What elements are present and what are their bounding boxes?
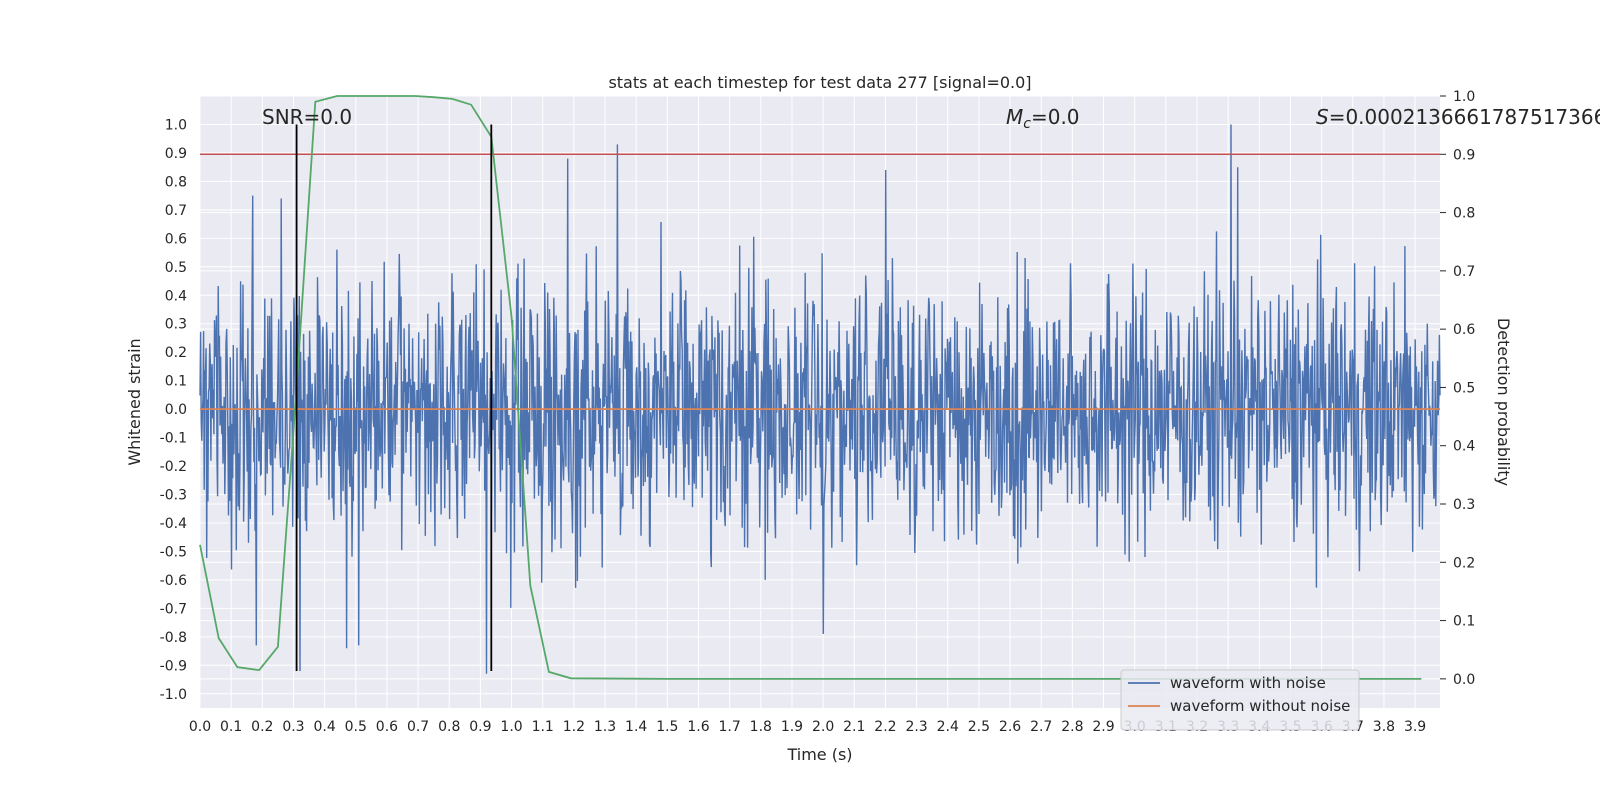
- y-tick-label: 0.2: [165, 345, 187, 361]
- y-tick-label: -1.0: [160, 687, 187, 703]
- y-tick-label: -0.9: [160, 658, 187, 674]
- x-tick-label: 1.7: [719, 719, 741, 735]
- y2-tick-label: 0.2: [1453, 555, 1475, 571]
- x-tick-label: 1.6: [687, 719, 709, 735]
- annotation-s: S=0.00021366617875173663: [1316, 105, 1600, 129]
- x-tick-label: 2.3: [905, 719, 927, 735]
- x-tick-label: 0.1: [220, 719, 242, 735]
- x-tick-label: 1.2: [563, 719, 585, 735]
- y-tick-label: -0.2: [160, 459, 187, 475]
- y2-tick-label: 1.0: [1453, 89, 1475, 105]
- annotation-chirp-mass-sub: c: [1023, 116, 1031, 132]
- x-tick-label: 0.3: [282, 719, 304, 735]
- y2-axis-ticks: 0.0 0.1 0.2 0.3 0.4 0.5 0.6 0.7 0.8 0.9 1.0: [1440, 89, 1475, 688]
- x-tick-label: 2.4: [937, 719, 959, 735]
- x-tick-label: 1.0: [500, 719, 522, 735]
- x-axis-label: Time (s): [786, 745, 852, 764]
- legend-label-noise: waveform with noise: [1170, 674, 1326, 692]
- x-tick-label: 0.8: [438, 719, 460, 735]
- x-tick-label: 3.9: [1404, 719, 1426, 735]
- x-tick-label: 2.2: [874, 719, 896, 735]
- x-tick-label: 2.9: [1092, 719, 1114, 735]
- annotation-chirp-mass-symbol: M: [1006, 105, 1023, 129]
- series-waveform-with-noise: [199, 124, 1441, 674]
- y2-tick-label: 0.1: [1453, 614, 1475, 630]
- y-tick-label: 0.0: [165, 402, 187, 418]
- x-tick-label: 0.6: [376, 719, 398, 735]
- y-tick-label: -0.5: [160, 544, 187, 560]
- x-tick-label: 2.1: [843, 719, 865, 735]
- y-tick-label: 0.9: [165, 146, 187, 162]
- waveform-with-noise-line: [199, 124, 1441, 674]
- x-tick-label: 1.1: [532, 719, 554, 735]
- x-tick-label: 3.8: [1373, 719, 1395, 735]
- y-tick-label: 0.1: [165, 374, 187, 390]
- chart-title: stats at each timestep for test data 277…: [608, 73, 1031, 92]
- y-tick-label: 0.7: [165, 203, 187, 219]
- x-tick-label: 0.4: [313, 719, 335, 735]
- annotation-s-value: =0.00021366617875173663: [1329, 105, 1600, 129]
- x-tick-label: 2.6: [999, 719, 1021, 735]
- x-tick-label: 0.2: [251, 719, 273, 735]
- y2-tick-label: 0.0: [1453, 672, 1475, 688]
- annotation-snr: SNR=0.0: [262, 105, 352, 129]
- x-tick-label: 1.5: [656, 719, 678, 735]
- x-tick-label: 2.8: [1061, 719, 1083, 735]
- y2-tick-label: 0.7: [1453, 264, 1475, 280]
- y-axis-label: Whitened strain: [125, 338, 144, 465]
- y-tick-label: -0.8: [160, 630, 187, 646]
- y-tick-label: 0.3: [165, 317, 187, 333]
- y-tick-label: 0.4: [165, 288, 187, 304]
- detection-probability-line: [199, 95, 1422, 680]
- x-tick-label: 0.9: [469, 719, 491, 735]
- x-tick-label: 0.0: [189, 719, 211, 735]
- x-tick-label: 2.7: [1030, 719, 1052, 735]
- y-tick-label: -0.1: [160, 431, 187, 447]
- y-tick-label: 0.5: [165, 260, 187, 276]
- series-detection-probability: [199, 95, 1422, 680]
- legend-label-no-noise: waveform without noise: [1170, 697, 1350, 715]
- y2-tick-label: 0.5: [1453, 380, 1475, 396]
- y2-tick-label: 0.8: [1453, 206, 1475, 222]
- y-tick-label: 0.6: [165, 231, 187, 247]
- legend-box: [1120, 669, 1360, 731]
- y-tick-label: 1.0: [165, 117, 187, 133]
- x-tick-label: 1.8: [750, 719, 772, 735]
- x-tick-label: 0.7: [407, 719, 429, 735]
- y2-tick-label: 0.6: [1453, 322, 1475, 338]
- y2-tick-label: 0.9: [1453, 147, 1475, 163]
- x-tick-label: 0.5: [345, 719, 367, 735]
- y2-tick-label: 0.3: [1453, 497, 1475, 513]
- y-tick-label: -0.4: [160, 516, 187, 532]
- x-tick-label: 2.5: [968, 719, 990, 735]
- legend: waveform with noise waveform without noi…: [1120, 669, 1360, 731]
- annotation-chirp-mass: Mc=0.0: [1006, 105, 1080, 132]
- y2-tick-label: 0.4: [1453, 439, 1475, 455]
- y-tick-label: 0.8: [165, 174, 187, 190]
- x-tick-label: 1.9: [781, 719, 803, 735]
- vertical-markers: [295, 124, 493, 671]
- x-tick-label: 2.0: [812, 719, 834, 735]
- y-axis-ticks: -1.0 -0.9 -0.8 -0.7 -0.6 -0.5 -0.4 -0.3 -0.2 -0.1…: [160, 117, 187, 702]
- y-tick-label: -0.7: [160, 601, 187, 617]
- y2-axis-label: Detection probability: [1494, 318, 1513, 486]
- annotation-chirp-mass-value: =0.0: [1031, 105, 1080, 129]
- y-tick-label: -0.3: [160, 488, 187, 504]
- x-tick-label: 1.4: [625, 719, 647, 735]
- x-tick-label: 1.3: [594, 719, 616, 735]
- y-tick-label: -0.6: [160, 573, 187, 589]
- annotation-s-symbol: S: [1316, 105, 1329, 129]
